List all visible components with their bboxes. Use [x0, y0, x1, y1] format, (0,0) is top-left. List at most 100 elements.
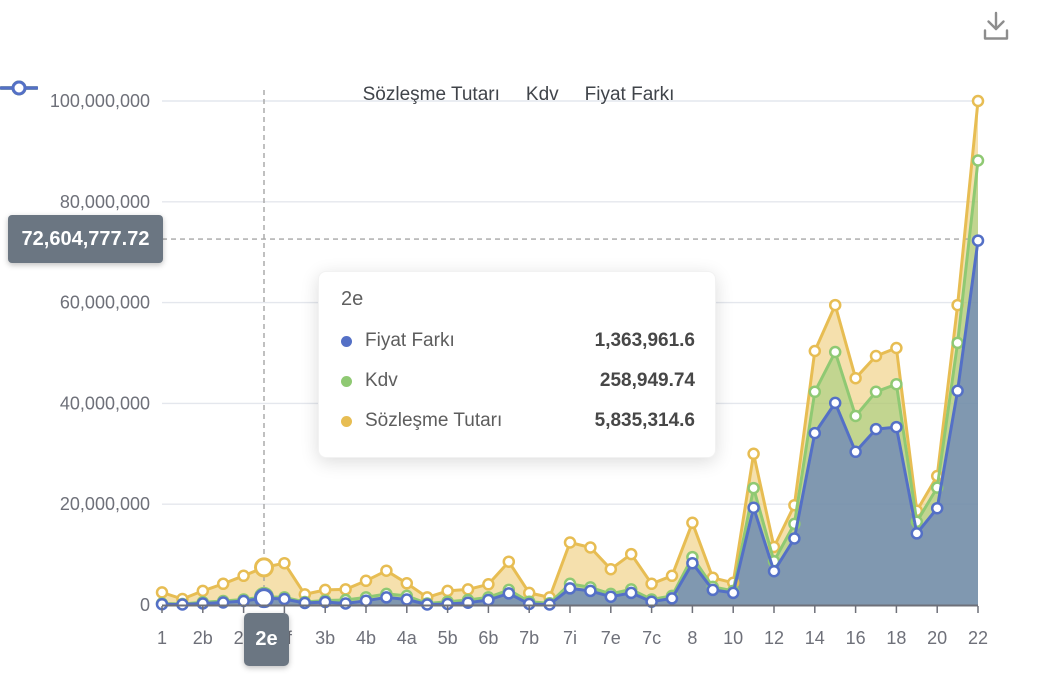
x-axis-tick-label: 8 [687, 628, 697, 648]
x-axis-tick-label: 6b [478, 628, 498, 648]
tooltip-series-label: Kdv [365, 370, 398, 391]
x-axis-tick-label: 4b [356, 628, 376, 648]
x-axis-tick-label: 16 [846, 628, 866, 648]
data-point[interactable] [971, 94, 985, 108]
data-point[interactable] [808, 344, 822, 358]
data-point[interactable] [686, 516, 699, 530]
y-axis-tick-label: 80,000,000 [60, 192, 150, 212]
data-point[interactable] [747, 481, 760, 495]
data-point[interactable] [890, 377, 903, 391]
data-point[interactable] [828, 345, 842, 359]
data-point[interactable] [971, 234, 985, 247]
data-point[interactable] [951, 336, 964, 350]
y-axis-pointer-badge: 72,604,777.72 [8, 215, 163, 263]
data-point[interactable] [788, 532, 801, 545]
tooltip-series-label: Fiyat Farkı [365, 330, 455, 351]
legend-item-0[interactable]: Sözleşme Tutarı [0, 80, 500, 106]
data-point[interactable] [482, 578, 495, 591]
x-axis-tick-label: 2b [193, 628, 213, 648]
data-point[interactable] [318, 583, 332, 597]
legend-item-2[interactable]: Fiyat Farkı [0, 80, 674, 106]
data-point[interactable] [910, 527, 924, 540]
data-point[interactable] [604, 562, 618, 576]
data-point[interactable] [849, 445, 862, 459]
x-axis-tick-label: 7c [642, 628, 661, 648]
data-point[interactable] [747, 447, 760, 461]
y-axis-tick-label: 40,000,000 [60, 393, 150, 413]
x-axis-tick-label: 12 [764, 628, 784, 648]
data-point[interactable] [849, 409, 862, 423]
tooltip-series-value: 258,949.74 [599, 370, 695, 391]
data-point[interactable] [584, 541, 597, 554]
data-point[interactable] [278, 556, 291, 570]
data-point[interactable] [665, 592, 679, 605]
chart-tooltip: 2e Fiyat Farkı 1,363,961.6 Kdv 258,949.7… [318, 271, 716, 458]
data-point[interactable] [747, 501, 760, 514]
tooltip-series-value: 1,363,961.6 [594, 330, 695, 351]
data-point[interactable] [869, 385, 883, 399]
data-point[interactable] [400, 593, 414, 606]
data-point[interactable] [828, 396, 842, 410]
data-point[interactable] [808, 426, 822, 440]
x-axis-tick-label: 18 [886, 628, 906, 648]
data-point[interactable] [869, 349, 883, 363]
data-point[interactable] [849, 371, 862, 385]
data-point[interactable] [216, 577, 230, 591]
tooltip-row: Fiyat Farkı 1,363,961.6 [339, 321, 695, 361]
tooltip-row: Kdv 258,949.74 [339, 361, 695, 401]
data-point[interactable] [339, 583, 352, 596]
data-point[interactable] [359, 574, 373, 588]
y-axis-tick-label: 0 [140, 595, 150, 615]
data-point[interactable] [706, 583, 720, 597]
data-point[interactable] [502, 555, 516, 568]
data-point[interactable] [869, 422, 883, 436]
chart-legend: Sözleşme Tutarı Kdv Fiyat Farkı [0, 80, 1037, 110]
data-point[interactable] [624, 586, 638, 600]
legend-item-label: Kdv [525, 84, 559, 105]
x-axis-tick-label: 20 [927, 628, 947, 648]
highlighted-data-point[interactable] [254, 557, 274, 578]
legend-marker-icon [0, 80, 38, 96]
x-axis-tick-label: 1 [157, 628, 167, 648]
data-point[interactable] [441, 584, 454, 598]
data-point[interactable] [604, 590, 618, 603]
data-point[interactable] [563, 582, 577, 595]
tooltip-series-dot [341, 415, 352, 427]
data-point[interactable] [951, 384, 964, 398]
data-point[interactable] [624, 547, 638, 561]
data-point[interactable] [196, 584, 210, 598]
data-point[interactable] [339, 597, 352, 610]
data-point[interactable] [584, 584, 597, 598]
data-point[interactable] [665, 569, 679, 583]
x-axis-tick-label: 7e [601, 628, 621, 648]
highlighted-data-point[interactable] [254, 588, 274, 609]
legend-item-1[interactable]: Kdv [0, 80, 559, 106]
data-point[interactable] [461, 583, 475, 596]
data-point[interactable] [930, 501, 944, 515]
data-point[interactable] [971, 154, 985, 167]
tooltip-series-value: 5,835,314.6 [594, 410, 695, 431]
x-axis-tick-label: 10 [723, 628, 743, 648]
data-point[interactable] [686, 556, 699, 570]
data-point[interactable] [828, 298, 842, 312]
data-point[interactable] [890, 341, 903, 355]
data-point[interactable] [890, 420, 903, 434]
data-point[interactable] [502, 587, 516, 600]
data-point[interactable] [645, 577, 658, 591]
data-point[interactable] [563, 536, 577, 549]
data-point[interactable] [359, 594, 373, 607]
x-axis-tick-label: 5b [438, 628, 458, 648]
data-point[interactable] [400, 577, 414, 590]
data-point[interactable] [155, 586, 169, 599]
data-point[interactable] [808, 385, 822, 399]
data-point[interactable] [380, 564, 393, 577]
data-point[interactable] [380, 591, 393, 604]
data-point[interactable] [278, 592, 291, 606]
data-point[interactable] [726, 586, 740, 600]
tooltip-row: Sözleşme Tutarı 5,835,314.6 [339, 401, 695, 441]
data-point[interactable] [482, 593, 495, 607]
data-point[interactable] [237, 569, 250, 583]
save-as-image-button[interactable] [979, 8, 1019, 48]
data-point[interactable] [767, 564, 781, 578]
